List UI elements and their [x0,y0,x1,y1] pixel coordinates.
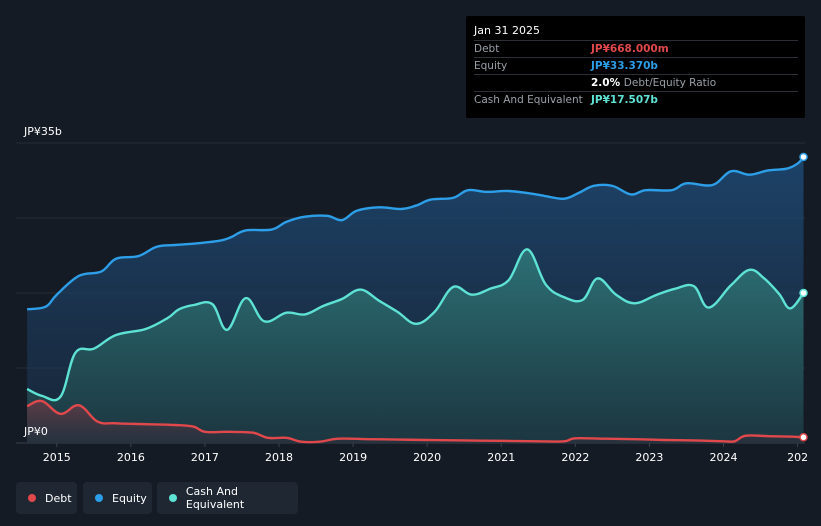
tooltip-row-ratio: 2.0% Debt/Equity Ratio [474,74,798,92]
x-tick-label: 2015 [43,451,71,464]
tooltip-ratio-label: Debt/Equity Ratio [623,77,717,89]
cash-and-equivalent-endpoint [799,288,808,298]
legend-equity[interactable]: Equity [83,482,152,514]
x-tick-label: 2024 [710,451,738,464]
y-axis-min-label: JP¥0 [24,425,48,438]
legend-debt-dot [28,494,36,502]
tooltip-debt-value: JP¥668.000m [591,43,669,55]
tooltip-row-debt: Debt JP¥668.000m [474,40,798,58]
equity-endpoint [799,152,808,162]
legend-equity-dot [95,494,103,502]
data-tooltip: Jan 31 2025 Debt JP¥668.000m Equity JP¥3… [466,16,805,118]
tooltip-date: Jan 31 2025 [474,24,540,37]
equity-line [26,156,805,311]
tooltip-equity-value: JP¥33.370b [591,60,658,72]
x-tick-label: 2021 [487,451,515,464]
debt-line [26,399,804,444]
x-tick-label: 2022 [561,451,589,464]
legend-cash-dot [169,494,177,502]
x-axis: 2015 2016 2017 2018 2019 2020 2021 2022 2023 2024… [43,443,808,464]
x-tick-label: 2023 [635,451,663,464]
x-tick-label: 202 [787,451,808,464]
cash-and-equivalent-area [27,249,804,443]
tooltip-equity-label: Equity [474,60,508,72]
tooltip-ratio-value: 2.0% Debt/Equity Ratio [591,77,716,89]
legend-cash[interactable]: Cash And Equivalent [157,482,298,514]
legend-cash-label: Cash And Equivalent [185,485,245,511]
y-axis-max-label: JP¥35b [24,125,62,138]
x-tick-label: 2016 [117,451,145,464]
series-endpoints [799,152,808,442]
tooltip-cash-label: Cash And Equivalent [474,94,583,106]
x-tick-label: 2018 [265,451,293,464]
legend-debt-label: Debt [45,491,72,505]
legend-equity-label: Equity [112,491,147,505]
tooltip-cash-value: JP¥17.507b [591,94,658,106]
series-lines [26,156,805,444]
x-tick-label: 2017 [191,451,219,464]
tooltip-row-equity: Equity JP¥33.370b [474,57,798,75]
tooltip-debt-label: Debt [474,43,500,55]
x-tick-label: 2019 [339,451,367,464]
cash-and-equivalent-line [26,248,805,402]
x-tick-label: 2020 [413,451,441,464]
legend-debt[interactable]: Debt [16,482,77,514]
tooltip-ratio-number: 2.0% [591,77,621,89]
series-areas [27,156,804,443]
debt-endpoint [799,433,808,442]
tooltip-row-cash: Cash And Equivalent JP¥17.507b [474,91,798,109]
